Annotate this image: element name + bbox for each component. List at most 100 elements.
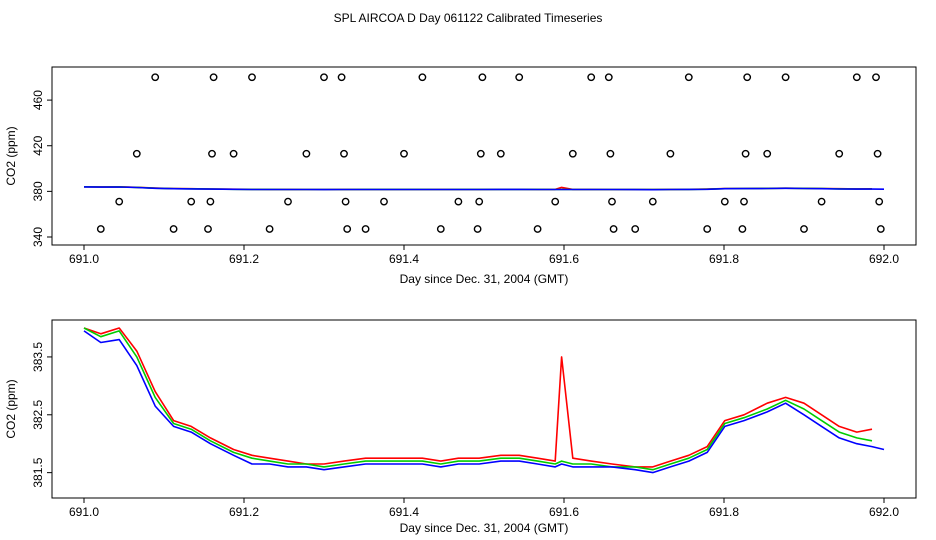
timeseries-y-axis-label: CO2 (ppm)	[4, 379, 18, 438]
calibration-point	[703, 225, 712, 233]
calibration-point	[533, 225, 542, 233]
calibration-point	[568, 149, 577, 158]
calibration-y-axis: 340 380 420 460	[31, 90, 52, 247]
calibration-point	[320, 73, 328, 82]
calibration-point	[400, 149, 408, 158]
calibration-point	[835, 149, 844, 158]
calibration-point	[720, 197, 729, 206]
calibration-point	[496, 149, 505, 158]
calibration-point	[169, 225, 178, 233]
calibration-point	[876, 225, 885, 233]
calibration-point	[284, 197, 292, 206]
calibration-point	[340, 149, 348, 158]
calibration-y-axis-label: CO2 (ppm)	[4, 126, 18, 185]
timeseries-y-tick-label: 381.5	[31, 457, 45, 487]
timeseries-y-tick-label: 383.5	[31, 342, 45, 372]
calibration-point	[872, 73, 880, 82]
calibration-x-tick-label: 691.0	[69, 252, 99, 266]
calibration-point	[476, 149, 485, 158]
timeseries-x-axis: 691.0 691.2 691.4 691.6 691.8 692.0	[69, 498, 899, 519]
calibration-point	[608, 197, 616, 206]
calibration-point	[209, 73, 218, 82]
series-line-red	[83, 327, 873, 468]
calibration-panel: 691.0 691.2 691.4 691.6 691.8 692.0 340 380 420…	[4, 66, 917, 286]
calibration-point	[132, 149, 141, 158]
calibration-point	[96, 225, 105, 233]
calibration-point	[743, 73, 752, 82]
calibration-point	[740, 197, 748, 206]
timeseries-x-tick-label: 691.6	[549, 505, 579, 519]
calibration-point	[361, 225, 370, 233]
timeseries-lines	[83, 327, 885, 474]
calibration-point	[852, 73, 861, 82]
calibration-point	[515, 73, 524, 82]
calibration-point	[204, 225, 212, 233]
calibration-plot-frame	[51, 66, 917, 246]
calibration-x-tick-label: 692.0	[869, 252, 899, 266]
calibration-point	[817, 197, 826, 206]
calibration-point	[609, 225, 618, 233]
calibration-point	[187, 197, 196, 206]
calibration-point	[208, 149, 216, 158]
calibration-point	[738, 225, 747, 233]
calibration-point	[302, 149, 311, 158]
calibration-point	[341, 197, 350, 206]
calibration-point	[800, 225, 808, 233]
calibration-point	[229, 149, 238, 158]
calibration-point	[873, 149, 882, 158]
calibration-x-tick-label: 691.2	[229, 252, 259, 266]
timeseries-x-tick-label: 691.0	[69, 505, 99, 519]
page-title: SPL AIRCOA D Day 061122 Calibrated Times…	[334, 11, 603, 25]
calibration-markers	[96, 73, 885, 233]
calibration-point	[763, 149, 772, 158]
timeseries-y-axis: 381.5 382.5 383.5	[31, 342, 52, 488]
calibration-y-tick-label: 380	[31, 181, 45, 201]
calibration-point	[151, 73, 160, 82]
calibration-point	[265, 225, 274, 233]
calibration-point	[115, 197, 124, 206]
timeseries-plot-frame	[51, 319, 917, 499]
calibration-point	[875, 197, 884, 206]
calibration-point	[454, 197, 463, 206]
calibration-point	[475, 197, 484, 206]
timeseries-x-axis-label: Day since Dec. 31, 2004 (GMT)	[400, 521, 569, 535]
timeseries-x-tick-label: 691.8	[709, 505, 739, 519]
calibration-x-tick-label: 691.4	[389, 252, 419, 266]
calibration-point	[248, 73, 256, 82]
timeseries-y-tick-label: 382.5	[31, 399, 45, 429]
calibration-point	[551, 197, 560, 206]
calibration-point	[587, 73, 596, 82]
calibration-point	[337, 73, 346, 82]
calibration-x-tick-label: 691.6	[549, 252, 579, 266]
calibration-point	[648, 197, 657, 206]
calibration-x-tick-label: 691.8	[709, 252, 739, 266]
calibration-point	[631, 225, 640, 233]
calibration-x-axis-label: Day since Dec. 31, 2004 (GMT)	[400, 272, 569, 286]
timeseries-x-tick-label: 691.2	[229, 505, 259, 519]
calibration-point	[473, 225, 482, 233]
calibration-x-axis: 691.0 691.2 691.4 691.6 691.8 692.0	[69, 245, 899, 266]
calibration-point	[206, 197, 215, 206]
calibration-point	[343, 225, 352, 233]
calibration-y-tick-label: 460	[31, 90, 45, 110]
calibration-y-tick-label: 340	[31, 227, 45, 247]
calibration-point	[666, 149, 675, 158]
timeseries-x-tick-label: 691.4	[389, 505, 419, 519]
calibration-point	[380, 197, 388, 206]
series-line-green	[83, 327, 873, 471]
calibration-point	[781, 73, 790, 82]
calibration-point	[478, 73, 487, 82]
calibration-lines	[83, 186, 885, 191]
calibration-point	[604, 73, 613, 82]
calibration-point	[606, 149, 615, 158]
timeseries-panel: 691.0 691.2 691.4 691.6 691.8 692.0 381.5 382.…	[4, 319, 917, 535]
series-line-blue	[83, 330, 885, 474]
calibration-point	[741, 149, 750, 158]
calibration-point	[436, 225, 445, 233]
timeseries-x-tick-label: 692.0	[869, 505, 899, 519]
calibration-y-tick-label: 420	[31, 135, 45, 155]
calibration-point	[418, 73, 427, 82]
calibration-point	[684, 73, 693, 82]
calibration-line-blue	[83, 186, 885, 191]
